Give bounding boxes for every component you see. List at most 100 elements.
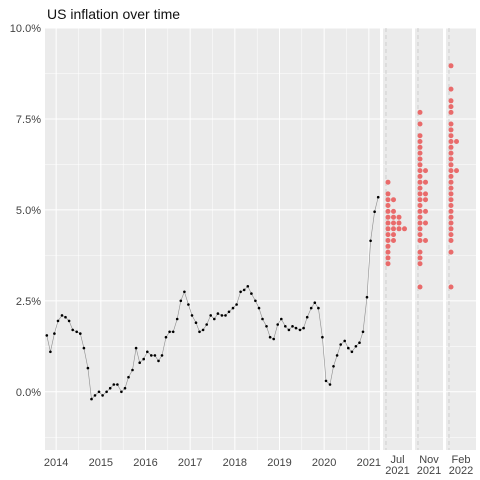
y-tick-label: 0.0%	[16, 387, 41, 399]
history-point	[150, 354, 153, 357]
history-point	[261, 317, 264, 321]
history-point	[365, 295, 369, 299]
forecast-point	[385, 238, 391, 243]
y-tick-label: 2.5%	[16, 296, 41, 308]
forecast-point	[417, 284, 423, 290]
forecast-point	[448, 232, 454, 238]
forecast-point	[448, 220, 454, 226]
forecast-point	[417, 238, 423, 243]
history-point	[216, 312, 220, 315]
forecast-panel-label: Feb	[452, 454, 471, 466]
history-point	[64, 315, 67, 319]
history-point	[369, 239, 372, 243]
forecast-point	[448, 150, 454, 156]
forecast-point	[448, 191, 454, 197]
forecast-point	[391, 208, 396, 214]
history-point	[209, 314, 212, 317]
history-point	[343, 339, 347, 343]
forecast-panel-label: Jul	[390, 454, 404, 466]
forecast-point	[448, 226, 454, 232]
history-point	[171, 330, 175, 334]
history-point	[131, 368, 134, 372]
history-point	[67, 319, 71, 323]
history-point	[254, 299, 257, 303]
forecast-point	[417, 144, 423, 150]
history-point	[79, 332, 82, 335]
forecast-point	[417, 226, 423, 232]
forecast-point	[417, 133, 423, 139]
forecast-point	[417, 255, 423, 261]
history-point	[93, 394, 97, 397]
history-point	[339, 343, 343, 346]
forecast-point	[391, 214, 396, 220]
axis-labels: 0.0% 2.5% 5.0% 7.5% 10.0% 2014 2015 2016 2017 201…	[10, 23, 473, 477]
history-point	[108, 386, 112, 390]
history-point	[280, 317, 283, 321]
history-point	[272, 337, 276, 341]
forecast-point	[448, 98, 454, 104]
history-point	[60, 314, 64, 317]
history-point	[97, 390, 101, 394]
history-point	[187, 303, 190, 306]
history-point	[324, 379, 328, 383]
x-tick-label: 2020	[312, 457, 336, 469]
forecast-point	[423, 179, 428, 185]
forecast-point	[417, 232, 423, 238]
forecast-point	[385, 249, 391, 255]
forecast-point	[391, 220, 396, 226]
y-tick-label: 5.0%	[16, 205, 41, 217]
history-point	[71, 328, 74, 332]
history-point	[302, 326, 305, 330]
history-point	[90, 397, 93, 401]
forecast-point	[396, 214, 402, 220]
forecast-point	[385, 243, 391, 249]
x-tick-label: 2021	[357, 457, 381, 469]
forecast-point	[423, 191, 428, 197]
history-point	[361, 330, 365, 334]
forecast-point	[423, 197, 428, 203]
chart-title: US inflation over time	[47, 6, 180, 22]
history-point	[205, 323, 208, 326]
history-point	[335, 354, 339, 357]
forecast-point	[448, 156, 454, 162]
forecast-point	[391, 197, 396, 203]
forecast-point	[454, 168, 459, 174]
history-point	[198, 330, 201, 334]
forecast-point	[385, 220, 391, 226]
history-point	[49, 350, 52, 354]
history-series	[45, 195, 380, 401]
forecast-point	[385, 179, 391, 185]
forecast-point	[417, 150, 423, 156]
history-point	[164, 335, 168, 339]
forecast-point	[385, 214, 391, 220]
forecast-series	[385, 28, 459, 450]
forecast-point	[448, 197, 454, 203]
history-point	[373, 210, 376, 213]
forecast-point	[385, 232, 391, 238]
forecast-point	[417, 162, 423, 168]
forecast-point	[448, 214, 454, 220]
history-point	[227, 310, 231, 314]
forecast-panel-label: 2022	[449, 465, 473, 477]
forecast-point	[454, 139, 459, 144]
y-tick-label: 10.0%	[10, 23, 41, 35]
grid-lines	[45, 27, 476, 450]
forecast-point	[448, 238, 454, 243]
forecast-point	[448, 168, 454, 174]
forecast-point	[417, 191, 423, 197]
forecast-point	[417, 249, 423, 255]
history-point	[242, 288, 246, 292]
forecast-point	[402, 226, 407, 232]
forecast-point	[417, 109, 423, 115]
history-point	[101, 394, 104, 397]
history-point	[298, 328, 302, 332]
forecast-point	[385, 255, 391, 261]
history-point	[56, 319, 60, 323]
history-point	[116, 383, 119, 386]
history-point	[153, 354, 157, 357]
forecast-point	[385, 203, 391, 208]
forecast-point	[448, 63, 454, 69]
history-point	[350, 350, 354, 354]
history-point	[179, 299, 183, 303]
